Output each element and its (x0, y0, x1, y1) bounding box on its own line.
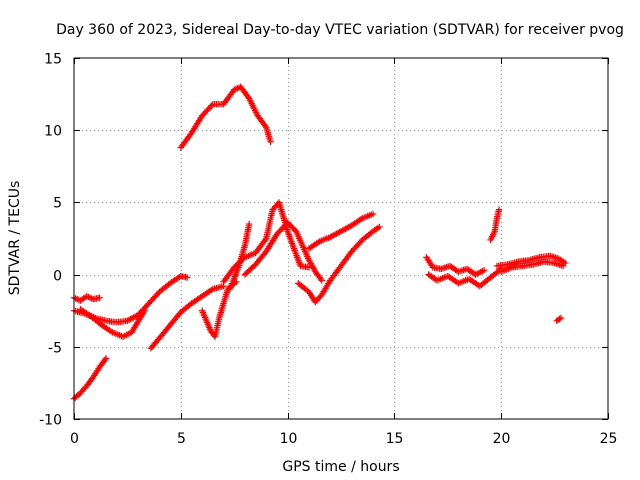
data-point (559, 262, 567, 270)
y-tick-label: 5 (53, 196, 62, 212)
data-point (140, 308, 147, 316)
series-arc-k (295, 223, 383, 306)
y-axis-label: SDTVAR / TECUs (7, 181, 23, 296)
chart-title: Day 360 of 2023, Sidereal Day-to-day VTE… (56, 22, 624, 38)
data-point (557, 314, 565, 322)
series-arc-l (305, 210, 377, 252)
data-point (495, 206, 503, 213)
data-point (261, 122, 269, 130)
data-point (107, 328, 115, 335)
x-tick-label: 5 (177, 431, 186, 447)
data-series (70, 83, 569, 402)
series-arc-h (220, 199, 313, 286)
series-arc-o (487, 206, 503, 244)
data-point (141, 307, 148, 314)
data-point (102, 355, 110, 362)
x-tick-label: 0 (70, 431, 79, 447)
data-point (86, 294, 94, 301)
data-point (480, 267, 488, 274)
series-arc-e (147, 282, 227, 352)
series-arc-i (226, 220, 253, 293)
series-arc-m (423, 254, 488, 278)
x-tick-labels: 0 5 10 15 20 25 (70, 431, 617, 447)
plot-frame (73, 57, 609, 420)
data-point (318, 277, 325, 284)
y-tick-label: 15 (44, 52, 62, 68)
x-axis-label: GPS time / hours (282, 459, 399, 475)
series-arc-q (498, 258, 567, 275)
data-point (369, 210, 377, 218)
series-arc-g (198, 278, 240, 340)
data-point (357, 216, 365, 223)
y-tick-label: -5 (48, 341, 62, 357)
y-tick-label: 0 (53, 269, 62, 285)
data-point (376, 223, 383, 231)
data-point (96, 294, 103, 301)
y-tick-labels: -10 -5 0 5 10 15 (39, 52, 62, 429)
x-tick-label: 25 (600, 431, 618, 447)
data-point (184, 274, 191, 281)
data-point (208, 102, 215, 109)
data-point (101, 356, 109, 363)
data-point (208, 286, 215, 294)
series-arc-b (70, 293, 103, 304)
data-point (245, 220, 253, 228)
series-arc-d (77, 306, 148, 340)
axis-ticks (74, 58, 609, 420)
series-arc-a (70, 355, 110, 402)
series-arc-f (177, 83, 274, 151)
data-point (317, 275, 324, 283)
x-tick-label: 20 (493, 431, 511, 447)
y-tick-label: 10 (44, 124, 62, 140)
data-point (267, 138, 274, 145)
data-point (314, 239, 322, 246)
series-arc-r (553, 314, 565, 325)
y-tick-label: -10 (39, 413, 62, 429)
data-point (556, 315, 563, 323)
series-arc-j (241, 219, 325, 284)
x-tick-label: 15 (386, 431, 404, 447)
grid (74, 58, 608, 419)
x-tick-label: 10 (280, 431, 298, 447)
